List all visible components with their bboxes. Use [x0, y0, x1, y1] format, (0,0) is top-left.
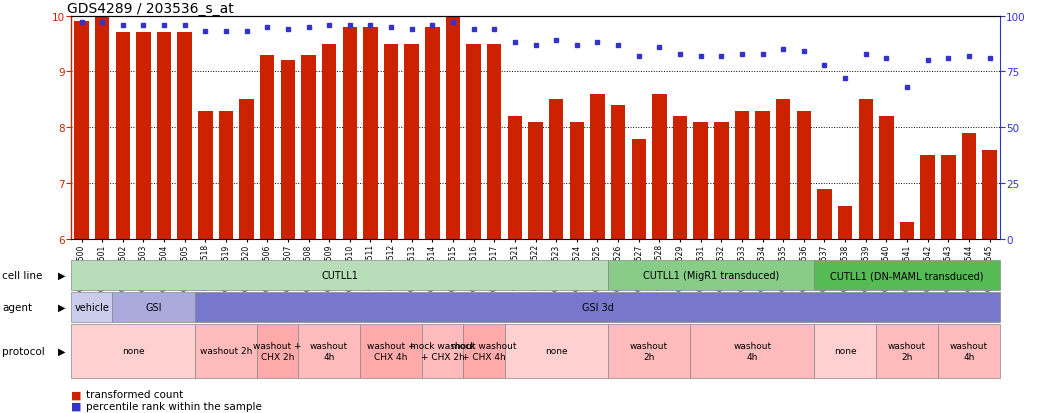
Text: protocol: protocol [2, 346, 45, 356]
Text: washout +
CHX 4h: washout + CHX 4h [366, 342, 416, 361]
Text: ■: ■ [71, 401, 82, 411]
Bar [549, 100, 563, 240]
Bar [321, 45, 336, 240]
Bar [591, 95, 605, 240]
Bar [446, 17, 461, 240]
Text: ▶: ▶ [58, 346, 65, 356]
Bar [610, 106, 625, 240]
Bar [899, 223, 914, 240]
Bar [859, 100, 873, 240]
Bar [466, 45, 481, 240]
Bar [95, 17, 109, 240]
Bar [363, 28, 378, 240]
Bar [838, 206, 852, 240]
Bar [941, 156, 956, 240]
Bar [982, 150, 997, 240]
Text: GDS4289 / 203536_s_at: GDS4289 / 203536_s_at [67, 2, 233, 16]
Bar [693, 123, 708, 240]
Bar [797, 111, 811, 240]
Text: washout
4h: washout 4h [310, 342, 349, 361]
Text: mock washout
+ CHX 2h: mock washout + CHX 2h [410, 342, 475, 361]
Bar [735, 111, 750, 240]
Text: none: none [833, 347, 856, 356]
Bar [962, 134, 976, 240]
Text: transformed count: transformed count [86, 389, 183, 399]
Text: washout
2h: washout 2h [630, 342, 668, 361]
Bar [714, 123, 729, 240]
Text: vehicle: vehicle [74, 302, 109, 312]
Bar [652, 95, 667, 240]
Text: CUTLL1: CUTLL1 [321, 271, 358, 280]
Bar [178, 33, 192, 240]
Text: washout
2h: washout 2h [888, 342, 927, 361]
Bar [302, 55, 316, 240]
Bar [425, 28, 440, 240]
Text: ▶: ▶ [58, 271, 65, 280]
Bar [508, 117, 522, 240]
Bar [755, 111, 770, 240]
Text: none: none [544, 347, 567, 356]
Text: CUTLL1 (MigR1 transduced): CUTLL1 (MigR1 transduced) [643, 271, 779, 280]
Bar [136, 33, 151, 240]
Text: cell line: cell line [2, 271, 43, 280]
Bar [673, 117, 687, 240]
Bar [879, 117, 893, 240]
Text: washout +
CHX 2h: washout + CHX 2h [253, 342, 302, 361]
Bar [115, 33, 130, 240]
Bar [818, 189, 831, 240]
Text: ■: ■ [71, 389, 82, 399]
Text: washout 2h: washout 2h [200, 347, 252, 356]
Bar [631, 139, 646, 240]
Text: GSI 3d: GSI 3d [581, 302, 614, 312]
Bar [219, 111, 233, 240]
Bar [74, 22, 89, 240]
Bar [920, 156, 935, 240]
Text: washout
4h: washout 4h [950, 342, 988, 361]
Text: none: none [121, 347, 144, 356]
Bar [240, 100, 253, 240]
Bar [384, 45, 398, 240]
Bar [529, 123, 542, 240]
Text: mock washout
+ CHX 4h: mock washout + CHX 4h [451, 342, 517, 361]
Bar [487, 45, 502, 240]
Bar [260, 55, 274, 240]
Bar [570, 123, 584, 240]
Text: GSI: GSI [146, 302, 162, 312]
Bar [776, 100, 790, 240]
Text: ▶: ▶ [58, 302, 65, 312]
Text: CUTLL1 (DN-MAML transduced): CUTLL1 (DN-MAML transduced) [830, 271, 984, 280]
Bar [342, 28, 357, 240]
Bar [404, 45, 419, 240]
Bar [281, 61, 295, 240]
Text: percentile rank within the sample: percentile rank within the sample [86, 401, 262, 411]
Text: washout
4h: washout 4h [733, 342, 772, 361]
Bar [157, 33, 172, 240]
Text: agent: agent [2, 302, 32, 312]
Bar [198, 111, 213, 240]
